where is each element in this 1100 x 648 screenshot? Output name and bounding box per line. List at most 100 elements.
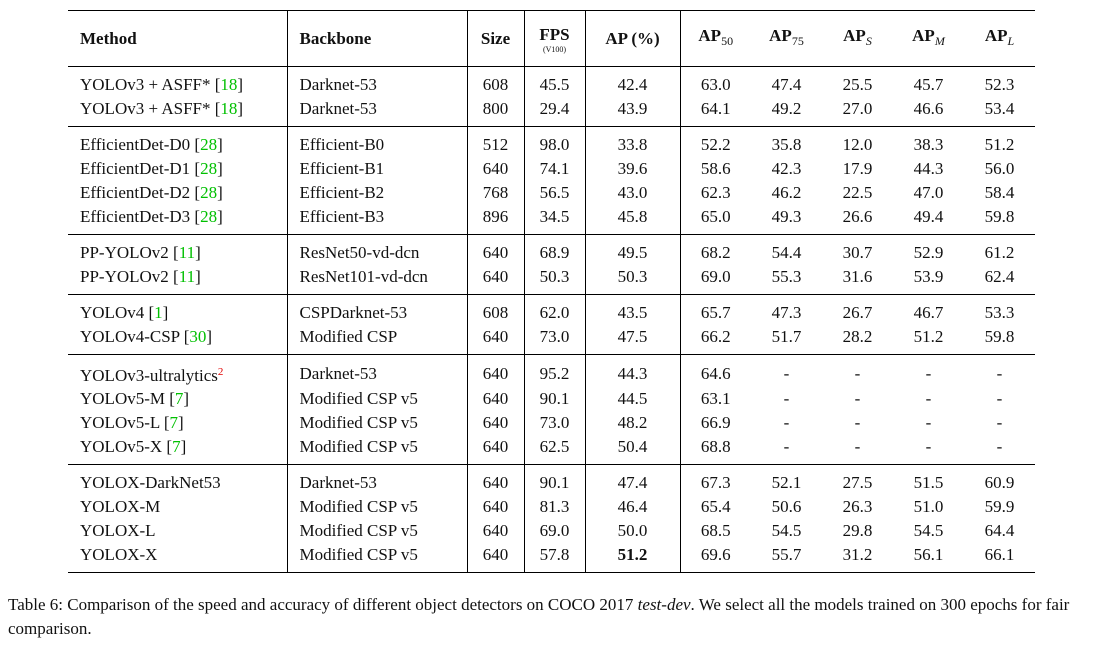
table-row: EfficientDet-D1 [28] Efficient-B1 640 74.1 3… — [68, 157, 1035, 181]
method-name: ] — [217, 159, 223, 178]
cell: 67.3 — [700, 473, 731, 492]
cell: 64.6 — [700, 364, 731, 383]
header-subscript: 75 — [791, 34, 804, 48]
cell: 90.1 — [524, 464, 586, 495]
method-name: ] — [237, 75, 244, 94]
table-row: YOLOX-DarkNet53 Darknet-53 640 90.1 47.4 67.3… — [68, 464, 1035, 495]
header-text: AP (%) — [605, 28, 660, 48]
cell: ResNet50-vd-dcn — [287, 234, 468, 265]
cell: 49.5 — [585, 234, 681, 265]
cell: 51.7 — [771, 327, 802, 346]
cell: 73.0 — [524, 325, 586, 355]
cell: 45.8 — [585, 205, 681, 235]
cell: Efficient-B0 — [287, 126, 468, 157]
table-row: YOLOv3-ultralytics2 Darknet-53 640 95.2 44.3… — [68, 354, 1035, 387]
cell: 57.8 — [524, 543, 586, 573]
method-cell: YOLOv5-M [7] — [68, 387, 288, 411]
cell: Modified CSP v5 — [287, 519, 468, 543]
cell: 66.9 — [700, 413, 731, 432]
method-cell: YOLOv5-X [7] — [68, 435, 288, 465]
cell: - — [925, 389, 932, 408]
cell: 61.2 — [984, 243, 1015, 262]
cell: CSPDarknet-53 — [287, 294, 468, 325]
cell: 50.6 — [771, 497, 802, 516]
cell: 30.7 — [842, 243, 873, 262]
table-row: YOLOv5-M [7] Modified CSP v5 640 90.1 44.5 63… — [68, 387, 1035, 411]
method-name: YOLOv3 + ASFF* [ — [80, 75, 221, 94]
table-row: EfficientDet-D0 [28] Efficient-B0 512 98.0 3… — [68, 126, 1035, 157]
method-cell: PP-YOLOv2 [11] — [68, 234, 288, 265]
cell: Darknet-53 — [287, 66, 468, 97]
cell: 25.5 — [842, 75, 873, 94]
cell: 69.6 — [700, 545, 731, 564]
cell: Darknet-53 — [287, 97, 468, 127]
header-text: AP — [698, 26, 722, 45]
cell: 47.4 — [585, 464, 681, 495]
cell: 608 — [467, 294, 525, 325]
cell: 640 — [467, 157, 525, 181]
table-row: EfficientDet-D3 [28] Efficient-B3 896 34.5 4… — [68, 205, 1035, 235]
cell: 54.4 — [771, 243, 802, 262]
results-table: Method Backbone Size FPS (V100) AP (%) AP50 AP7… — [68, 10, 1035, 573]
cell: 50.0 — [585, 519, 681, 543]
method-name: YOLOv3 + ASFF* [ — [80, 99, 221, 118]
cell: 31.6 — [842, 267, 873, 286]
cell: 51.5 — [913, 473, 944, 492]
cell: Efficient-B2 — [287, 181, 468, 205]
cell: Modified CSP v5 — [287, 411, 468, 435]
citation: 28 — [200, 207, 218, 226]
cell: Modified CSP v5 — [287, 495, 468, 519]
cell: 51.2 — [913, 327, 944, 346]
citation: 28 — [200, 159, 218, 178]
header-text: FPS — [539, 24, 570, 44]
header-cell: FPS (V100) — [524, 10, 586, 67]
header-cell: APS — [822, 11, 893, 67]
header-text: AP — [912, 26, 935, 45]
header-cell: AP (%) — [585, 10, 681, 67]
cell: 43.0 — [585, 181, 681, 205]
method-cell: YOLOX-X — [68, 543, 288, 573]
table-row: PP-YOLOv2 [11] ResNet101-vd-dcn 640 50.3 50.… — [68, 265, 1035, 295]
cell: Modified CSP v5 — [287, 435, 468, 465]
cell: 43.9 — [585, 97, 681, 127]
cell: 53.4 — [984, 99, 1015, 118]
cell: 52.1 — [771, 473, 802, 492]
cell: 640 — [467, 354, 525, 387]
table-row: YOLOX-M Modified CSP v5 640 81.3 46.4 65.4 50.… — [68, 495, 1035, 519]
method-name: EfficientDet-D1 [ — [80, 159, 201, 178]
cell: 49.4 — [913, 207, 944, 226]
caption: Table 6: Comparison of the speed and acc… — [8, 593, 1098, 641]
table-row: EfficientDet-D2 [28] Efficient-B2 768 56.5 4… — [68, 181, 1035, 205]
citation: 7 — [172, 437, 181, 456]
cell: - — [783, 413, 790, 432]
cell: 46.4 — [585, 495, 681, 519]
cell: 52.2 — [700, 135, 731, 154]
method-name: YOLOv3-ultralytics — [80, 366, 218, 385]
cell: 47.4 — [771, 75, 802, 94]
cell: 56.1 — [913, 545, 944, 564]
method-cell: YOLOX-M — [68, 495, 288, 519]
cell: 27.0 — [842, 99, 873, 118]
cell: 50.3 — [585, 265, 681, 295]
cell: 42.4 — [585, 66, 681, 97]
cell: 47.5 — [585, 325, 681, 355]
cell: 49.2 — [771, 99, 802, 118]
footnote-mark: 2 — [217, 366, 224, 378]
cell: Modified CSP — [287, 325, 468, 355]
cell: 48.2 — [585, 411, 681, 435]
cell: 53.3 — [984, 303, 1015, 322]
row-group: YOLOX-DarkNet53 Darknet-53 640 90.1 47.4 67.3… — [68, 464, 1035, 573]
method-name: EfficientDet-D0 [ — [80, 135, 201, 154]
method-name: ] — [180, 437, 187, 456]
citation: 18 — [220, 99, 238, 118]
cell: Darknet-53 — [287, 354, 468, 387]
method-name: ] — [217, 183, 223, 202]
cell: 62.4 — [984, 267, 1015, 286]
cell: 50.4 — [585, 435, 681, 465]
method-cell: PP-YOLOv2 [11] — [68, 265, 288, 295]
cell: 65.4 — [700, 497, 731, 516]
row-group: YOLOv3-ultralytics2 Darknet-53 640 95.2 44.3… — [68, 354, 1035, 465]
method-cell: EfficientDet-D0 [28] — [68, 126, 288, 157]
header-subscript: 50 — [721, 34, 734, 48]
